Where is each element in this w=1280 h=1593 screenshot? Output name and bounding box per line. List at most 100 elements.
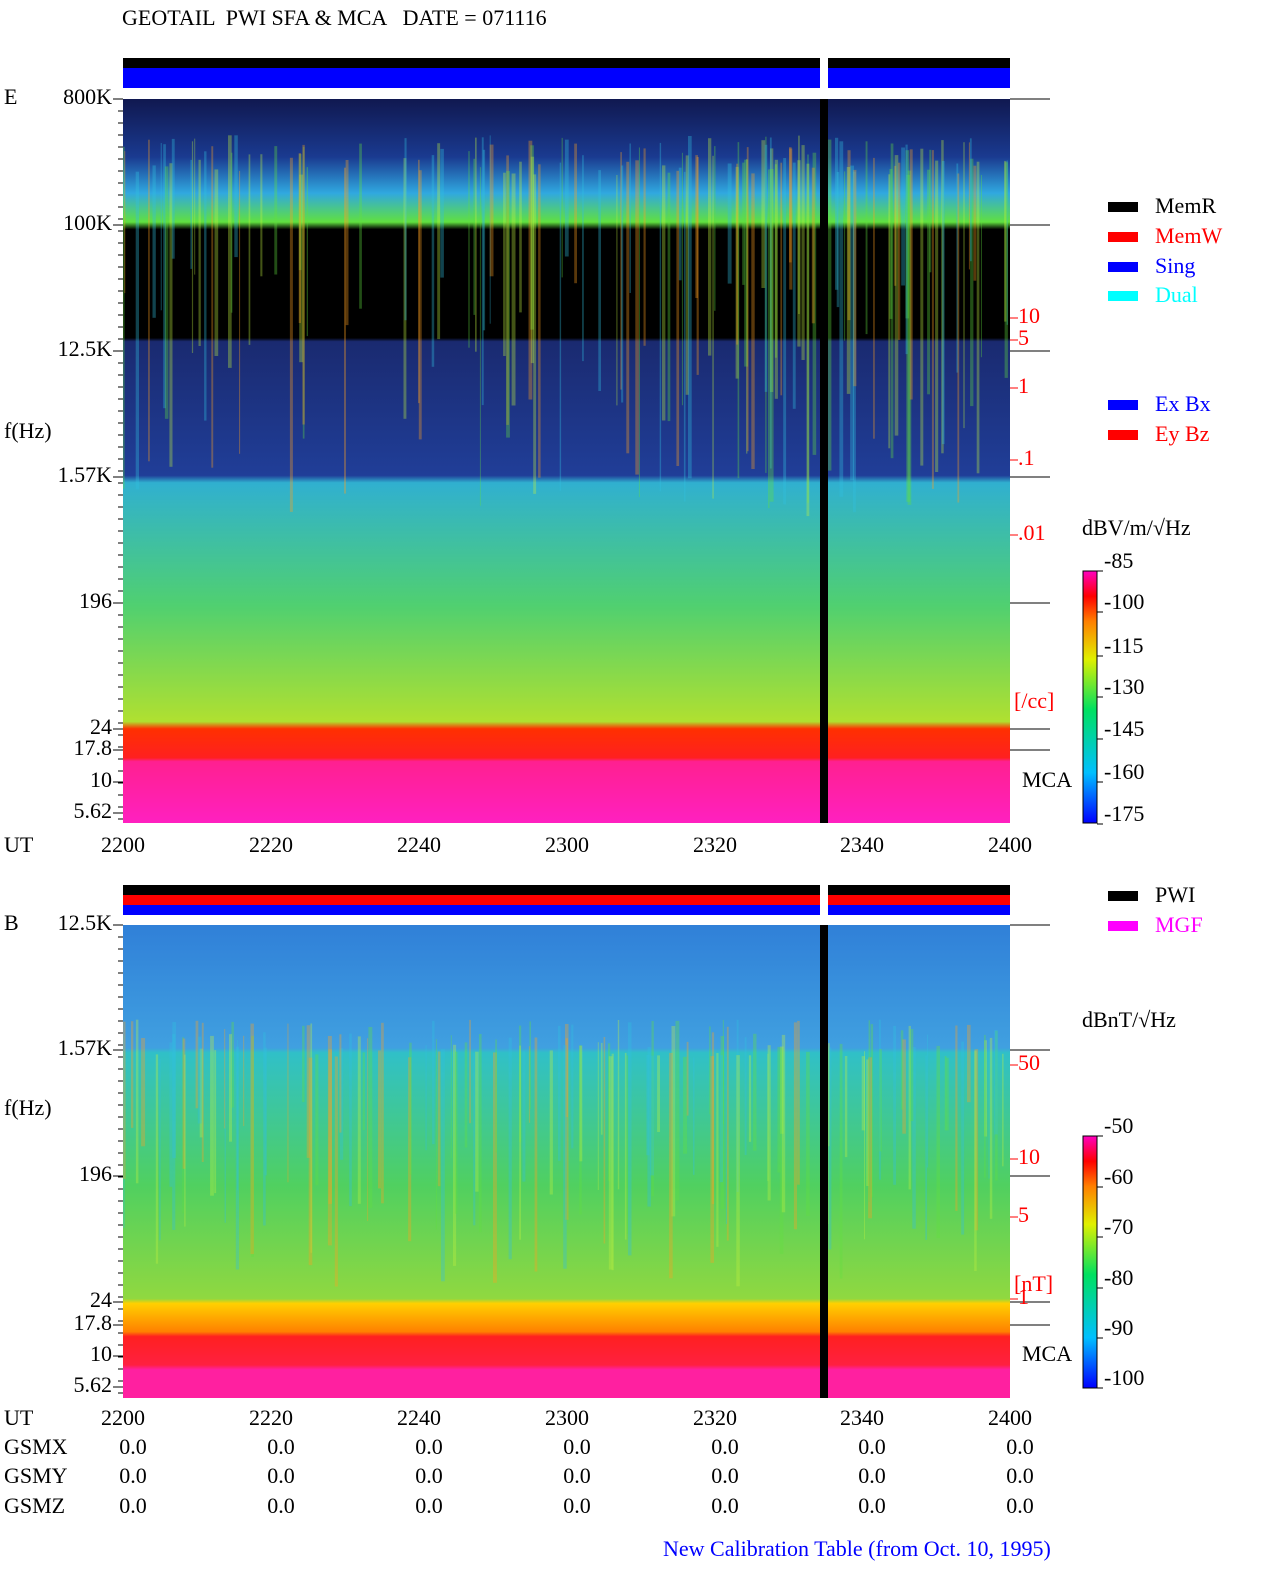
spectrogram-streak xyxy=(561,137,563,278)
spectrogram-streak xyxy=(235,1046,239,1270)
spectrogram-streak xyxy=(797,1020,800,1185)
status-bar xyxy=(123,68,1010,78)
spectrogram-streak xyxy=(171,138,175,259)
spectrogram-streak xyxy=(201,1022,204,1162)
spectrogram-streak xyxy=(620,152,622,390)
spectrogram-streak xyxy=(603,1037,606,1244)
spectrogram-streak xyxy=(519,1045,521,1240)
colorbar-tick-label: -50 xyxy=(1104,1113,1133,1138)
spectrogram-streak xyxy=(435,1039,437,1230)
spectrogram-streak xyxy=(973,165,977,281)
spectrogram-streak xyxy=(508,1037,512,1260)
y-tick-label: 17.8 xyxy=(74,1310,113,1335)
spectrogram-streak xyxy=(835,137,839,290)
spectrogram-streak xyxy=(534,1037,538,1272)
x-tick-label: 2220 xyxy=(249,832,293,857)
colorbar-unit: dBnT/√Hz xyxy=(1082,1007,1176,1032)
orbit-value: 0.0 xyxy=(119,1434,147,1459)
spectrogram-streak xyxy=(868,1057,872,1219)
spectrogram-streak xyxy=(231,1021,234,1108)
orbit-value: 0.0 xyxy=(711,1434,739,1459)
spectrogram-streak xyxy=(828,1047,832,1250)
spectrogram-streak xyxy=(638,147,640,498)
spectrogram-streak xyxy=(339,1048,344,1160)
spectrogram-streak xyxy=(310,1023,313,1253)
colorbar-tick-label: -70 xyxy=(1104,1214,1133,1239)
spectrogram-streak xyxy=(746,159,748,454)
spectrogram-streak xyxy=(767,1045,771,1201)
spectrogram-streak xyxy=(243,1035,245,1127)
spectrogram-streak xyxy=(565,1024,569,1220)
spectrogram-streak xyxy=(409,1042,412,1175)
spectrogram-streak xyxy=(879,1049,882,1152)
spectrogram-streak xyxy=(624,1052,627,1240)
x-tick-label: 2320 xyxy=(693,832,737,857)
spectrogram-streak xyxy=(989,1037,993,1219)
x-tick-label: 2340 xyxy=(840,832,884,857)
spectrogram-streak xyxy=(678,167,682,281)
spectrogram-streak xyxy=(248,154,251,345)
spectrogram-streak xyxy=(811,167,815,324)
spectrogram-streak xyxy=(493,1052,497,1283)
legend-swatch xyxy=(1108,891,1138,901)
spectrogram-streak xyxy=(662,165,666,421)
spectrogram-streak xyxy=(563,1045,567,1269)
spectrogram-streak xyxy=(629,143,631,293)
spectrogram-streak xyxy=(925,1055,927,1240)
spectrogram-streak xyxy=(909,1029,914,1122)
spectrogram-streak xyxy=(214,169,219,356)
spectrogram-streak xyxy=(608,1043,611,1182)
spectrogram-streak xyxy=(736,1055,740,1287)
spectrogram-streak xyxy=(769,169,774,502)
spectrogram-streak xyxy=(228,135,232,368)
spectrogram-streak xyxy=(974,1049,979,1231)
spectrogram-streak xyxy=(237,1039,239,1191)
status-gap xyxy=(820,58,828,88)
spectrogram-streak xyxy=(646,1054,650,1156)
spectrogram-streak xyxy=(725,1057,728,1224)
spectrogram-streak xyxy=(744,1037,747,1155)
spectrogram-streak xyxy=(506,155,509,425)
x-tick-label: 2400 xyxy=(988,832,1032,857)
spectrogram-streak xyxy=(780,162,783,396)
spectrogram-streak xyxy=(643,148,646,346)
y-tick-label: 1.57K xyxy=(58,462,113,487)
spectrogram-streak xyxy=(184,1054,186,1227)
spectrogram-streak xyxy=(408,1057,412,1242)
status-bar xyxy=(123,885,1010,895)
spectrogram-streak xyxy=(912,1046,916,1229)
spectrogram-streak xyxy=(169,1042,173,1187)
spectrogram-streak xyxy=(481,137,484,406)
x-tick-label: 2340 xyxy=(840,1405,884,1430)
spectrogram-streak xyxy=(172,1022,176,1158)
spectrogram-streak xyxy=(621,165,624,403)
spectrogram-streak xyxy=(957,173,960,503)
spectrogram-streak xyxy=(211,146,214,468)
spectrogram-streak xyxy=(160,143,162,311)
spectrogram-streak xyxy=(302,144,305,425)
spectrogram-streak xyxy=(710,1056,714,1263)
spectrogram-streak xyxy=(988,1039,990,1179)
spectrogram-streak xyxy=(781,1034,786,1213)
spectrogram-streak xyxy=(598,170,601,391)
spectrogram-streak xyxy=(263,1032,266,1226)
y-tick-label: 10 xyxy=(90,767,112,792)
spectrogram-streak xyxy=(308,1057,313,1266)
spectrogram-streak xyxy=(468,151,470,348)
spectrogram-streak xyxy=(250,1023,254,1255)
spectrogram-streak xyxy=(533,174,537,494)
spectrogram-streak xyxy=(761,140,766,288)
spectrogram-streak xyxy=(683,1056,688,1154)
spectrogram-streak xyxy=(455,1051,458,1214)
data-gap xyxy=(820,99,828,823)
orbit-value: 0.0 xyxy=(267,1434,295,1459)
spectrogram-streak xyxy=(676,170,680,467)
spectrogram-streak xyxy=(866,1059,869,1186)
spectrogram-streak xyxy=(469,1019,471,1124)
spectrogram-streak xyxy=(764,144,768,392)
spectrogram-streak xyxy=(479,1034,482,1233)
spectrogram-streak xyxy=(549,1050,553,1195)
spectrogram-streak xyxy=(378,1050,381,1189)
density-tick-label: 1 xyxy=(1018,373,1029,398)
spectrogram-streak xyxy=(836,172,840,308)
